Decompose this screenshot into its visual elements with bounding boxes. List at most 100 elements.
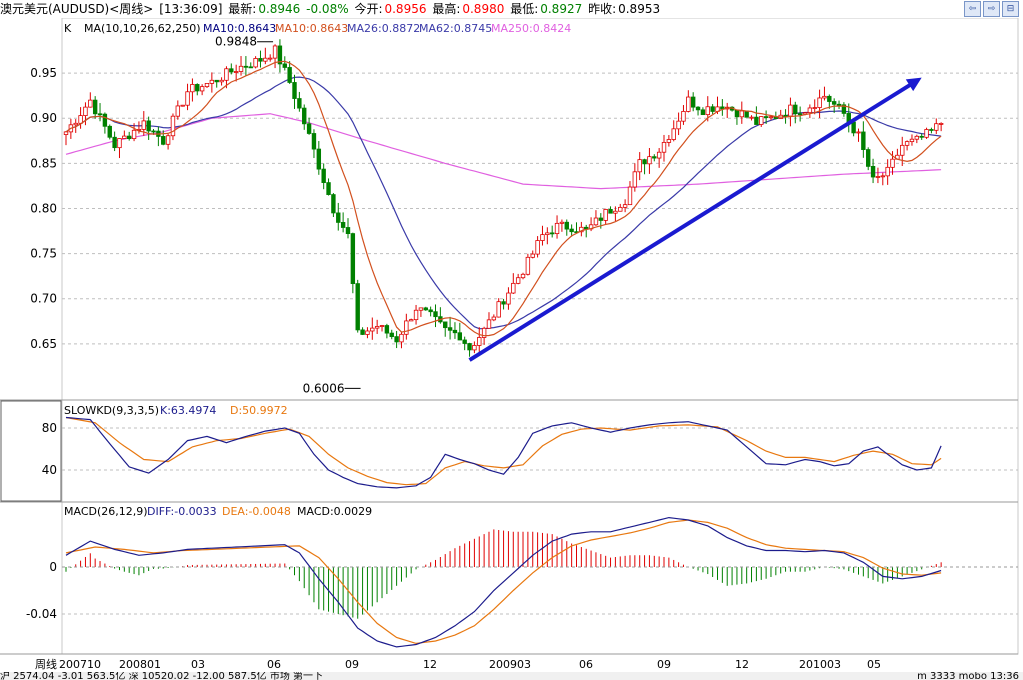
candle-body [180,104,185,107]
candle-body [418,307,424,311]
candle-body [545,232,550,236]
candle-body [97,113,103,116]
candle-body [856,131,861,134]
candle-body [637,159,642,173]
candle-body [700,109,706,116]
high-label: 最高: [432,2,461,16]
y-tick-label: 0.80 [30,201,57,215]
candle-body [195,84,200,92]
open-price: 0.8956 [384,2,427,16]
y-tick-label: 0.70 [30,292,57,306]
candle-body [107,125,112,138]
candle-body [875,176,881,178]
y-tick-label: -0.04 [26,607,57,621]
candle-body [739,110,745,118]
candle-body [238,65,244,72]
title-bar: 澳元美元(AUDUSD)<周线> [13:36:09] 最新: 0.8946 -0… [0,0,1023,18]
candle-body [681,111,686,122]
macd-dea: DEA:-0.0048 [222,505,291,518]
candle-body [632,171,638,188]
candle-body [613,210,618,214]
y-tick-label: 0.75 [30,247,57,261]
candle-body [744,110,749,118]
candle-body [807,107,813,114]
ma250-path [65,113,942,190]
candle-body [608,209,613,214]
macd-diff-line [65,516,942,648]
candle-body [394,336,399,343]
macd-histogram [65,529,942,619]
chart-area[interactable]: 0.95 0.90 0.85 0.80 0.75 0.70 0.65 80 40 0 -0.04 周… [0,18,1023,672]
candle-body [190,84,195,93]
candle-body [306,123,312,134]
candle-body [443,321,448,329]
candle-body [759,116,764,125]
kd-d-line [65,416,942,486]
prev-arrow-icon[interactable]: ⇦ [964,1,981,17]
candle-body [569,228,574,233]
candle-body [559,221,565,224]
change-percent: -0.08% [306,2,349,16]
candle-body [656,151,662,159]
open-label: 今开: [354,2,383,16]
candle-body [642,159,647,165]
candle-body [321,168,326,184]
candle-body [554,222,560,235]
candle-body [890,158,895,168]
x-tick-label: 201003 [799,658,841,671]
candle-body [248,66,253,69]
candle-body [267,57,273,60]
prev-close: 0.8953 [618,2,661,16]
candle-body [472,345,477,351]
candle-body [652,156,657,159]
candle-body [535,240,540,255]
x-tick-label: 周线 [35,657,57,671]
candle-body [768,116,774,119]
candle-body [618,206,623,212]
high-price: 0.8980 [462,2,505,16]
candle-body [88,99,93,108]
candle-body [579,226,584,233]
legend-k: K [64,22,72,35]
legend-ma10-a: MA10:0.8643 [203,22,276,35]
legend-ma-params: MA(10,10,26,62,250) [84,22,201,35]
candle-body [122,135,127,139]
candle-body [817,97,822,108]
candle-body [671,128,676,140]
kd-name: SLOWKD(9,3,3,5) [64,404,159,417]
candle-body [297,98,302,109]
candle-body [141,120,146,130]
candle-body [112,136,117,149]
next-arrow-icon[interactable]: ⇨ [983,1,1000,17]
candle-body [316,148,322,170]
candle-body [428,309,433,313]
candle-body [399,333,404,343]
candle-body [486,319,492,329]
candle-body [515,277,521,284]
kd-k-line [65,416,942,489]
legend-ma250: MA250:0.8424 [491,22,571,35]
legend-ma10-b: MA10:0.8643 [275,22,348,35]
restore-window-icon[interactable]: ⊟ [1002,1,1019,17]
candle-body [880,175,885,178]
candle-body [501,301,506,305]
candle-body [627,186,633,206]
candle-body [593,217,599,226]
candle-body [734,109,740,118]
low-annotation: 0.6006 [303,381,345,395]
y-tick-label: 0 [49,560,57,574]
x-tick-label: 09 [657,658,671,671]
latest-label: 最新: [228,2,257,16]
candle-body [686,96,691,112]
candle-body [603,209,608,221]
candle-body [229,68,234,73]
grid-lines [62,72,1018,615]
candle-body [413,309,419,321]
candle-body [302,107,307,125]
legend-ma62: MA62:0.8745 [419,22,492,35]
trend-arrow-line [468,80,915,362]
panel-borders [0,18,1019,655]
candle-body [812,107,817,109]
ma250-line [65,113,942,190]
candle-body [598,217,604,221]
